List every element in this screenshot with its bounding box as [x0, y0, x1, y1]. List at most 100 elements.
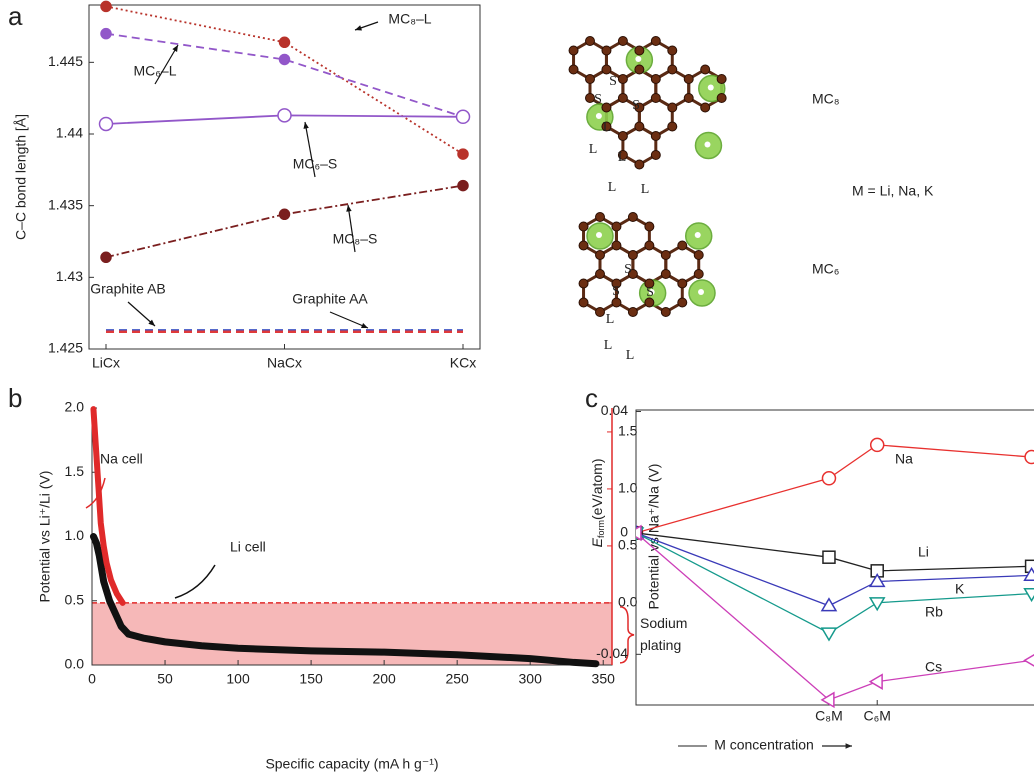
carbon-atom: [611, 221, 622, 232]
line: [636, 532, 1032, 572]
bond-label: S: [646, 285, 654, 300]
annotation: Sodium plating: [640, 615, 687, 653]
carbon-atom: [660, 307, 671, 317]
y-axis-unit: (eV/atom): [589, 459, 605, 520]
carbon-atom: [693, 269, 704, 279]
carbon-atom: [644, 278, 655, 289]
x-tick-label: LiCx: [92, 355, 120, 371]
annotation-arrow: [85, 477, 106, 509]
carbon-atom: [667, 102, 678, 113]
line: [105, 5, 464, 155]
carbon-atom: [601, 102, 612, 113]
annotation-line: plating: [640, 637, 681, 653]
bond-label: L: [604, 338, 613, 353]
marker: [455, 109, 471, 125]
line: [90, 406, 126, 606]
annotation-arrow: [174, 564, 216, 599]
x-tick-label: 200: [372, 671, 396, 687]
carbon-atom: [667, 64, 678, 75]
carbon-atom: [627, 212, 638, 222]
x-tick-label: 100: [226, 671, 250, 687]
y-tick-label: 2.0: [65, 399, 85, 415]
carbon-atom: [660, 269, 671, 279]
x-axis-label: M concentration: [714, 737, 814, 753]
carbon-atom: [716, 93, 727, 103]
carbon-atom: [617, 36, 628, 46]
bond-label: S: [624, 262, 632, 277]
metal-highlight: [596, 232, 602, 238]
annotation-brace: [619, 606, 635, 664]
carbon-atom: [644, 221, 655, 232]
x-tick-label: 300: [519, 671, 543, 687]
annotation-arrowhead: [148, 319, 155, 326]
bond-label: S: [594, 92, 602, 107]
marker: [1023, 587, 1034, 603]
series-label: Na: [895, 451, 913, 467]
bond-label: S: [632, 98, 640, 113]
annotation-arrow: [329, 311, 369, 329]
carbon-atom: [601, 45, 612, 56]
series-label: MC₈–L: [388, 11, 431, 27]
metal-highlight: [694, 232, 701, 238]
carbon-atom: [611, 297, 622, 308]
x-tick-label: KCx: [450, 355, 476, 371]
carbon-atom: [667, 121, 678, 132]
line: [636, 444, 1032, 534]
metal-highlight: [704, 141, 711, 148]
carbon-atom: [634, 64, 645, 75]
carbon-atom: [617, 150, 628, 160]
x-tick-label: C₈M: [815, 708, 843, 724]
marker: [457, 179, 469, 192]
marker: [821, 471, 837, 486]
series-label: MC₆–L: [134, 63, 177, 79]
carbon-atom: [627, 307, 638, 317]
marker: [278, 208, 291, 221]
marker: [868, 673, 883, 690]
carbon-atom: [595, 250, 605, 260]
carbon-atom: [627, 269, 638, 279]
marker: [98, 116, 114, 132]
annotation-arrow: [347, 204, 356, 253]
series-label: MC₈–S: [333, 231, 378, 247]
bond-label: L: [608, 180, 617, 195]
annotation-line: Sodium: [640, 615, 687, 631]
y2-tick-label: 1.5: [618, 423, 638, 439]
marker: [277, 108, 292, 123]
x-tick-label: 250: [445, 671, 469, 687]
bond-label: S: [609, 74, 617, 89]
panel-label: c: [585, 383, 598, 413]
line: [636, 532, 1032, 701]
y2-tick-label: 1.0: [618, 480, 638, 496]
series-label: Rb: [925, 604, 943, 620]
y-tick-label: -0.04: [596, 645, 628, 661]
panel-label: b: [8, 383, 22, 413]
y-axis-label: Eform(eV/atom): [589, 459, 607, 548]
marker: [100, 251, 112, 264]
line: [105, 184, 464, 259]
carbon-atom: [634, 121, 645, 132]
metal-highlight: [635, 56, 642, 62]
bond-label: L: [641, 182, 650, 197]
x-tick-label: 50: [157, 671, 173, 687]
series-label: Na cell: [100, 451, 143, 467]
marker: [100, 27, 112, 40]
carbon-atom: [595, 212, 605, 222]
annotation-arrowhead: [303, 122, 309, 129]
carbon-atom: [611, 240, 622, 251]
marker: [822, 550, 836, 564]
plot-area: [636, 437, 1034, 709]
carbon-atom: [677, 278, 688, 289]
marker: [868, 572, 886, 588]
line: [636, 532, 1032, 634]
y2-axis-label: Potential vs Na⁺/Na (V): [646, 464, 662, 610]
marker: [868, 597, 886, 612]
carbon-atom: [700, 102, 711, 113]
carbon-atom: [677, 297, 688, 308]
line: [89, 533, 600, 668]
carbon-atom: [644, 297, 655, 308]
y-tick-label: 0: [620, 524, 628, 540]
marker: [100, 0, 112, 13]
carbon-atom: [601, 121, 612, 132]
carbon-atom: [650, 74, 661, 84]
